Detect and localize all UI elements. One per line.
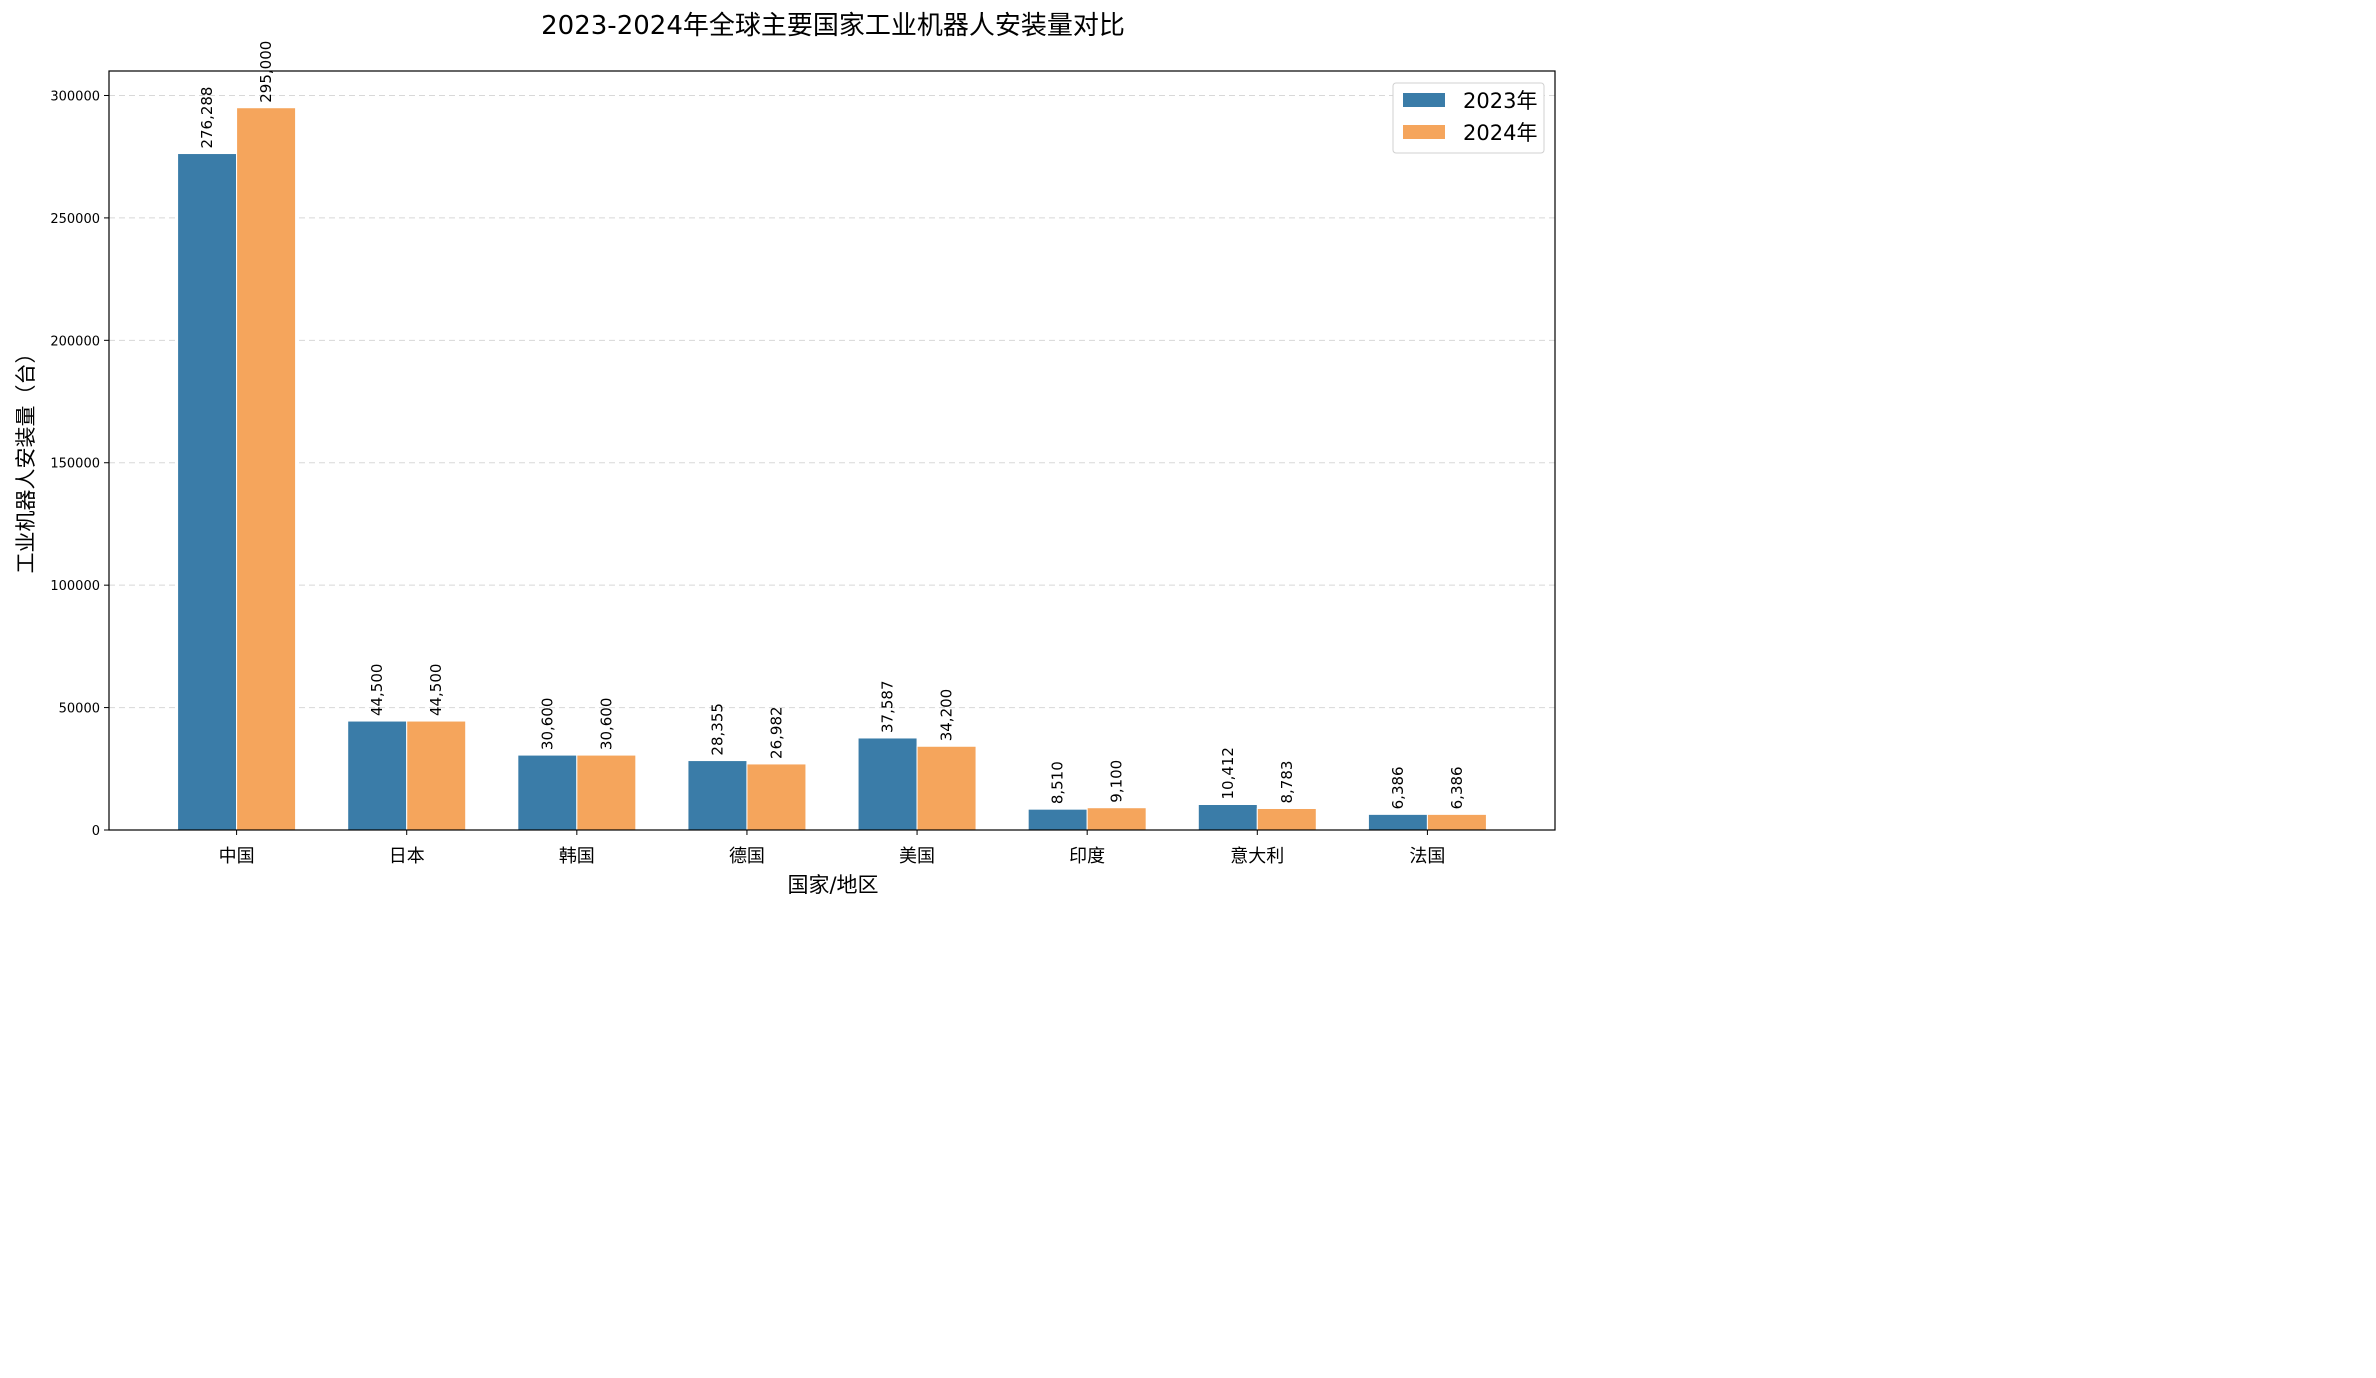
bar [406,720,467,831]
bar-value-label: 30,600 [597,698,615,751]
bar [746,763,807,831]
bar-value-label: 6,386 [1389,766,1407,809]
bar [236,107,297,831]
x-tick-label: 韩国 [559,846,595,867]
y-tick-label: 50000 [59,702,100,717]
x-tick-label: 美国 [899,846,935,867]
x-tick-label: 中国 [219,846,255,867]
y-tick-label: 150000 [50,457,100,472]
bar [177,153,238,831]
bar-value-label: 8,510 [1049,761,1067,804]
bar-value-label: 10,412 [1219,747,1237,800]
bar-value-label: 44,500 [427,664,445,717]
bar [1256,807,1317,831]
x-axis-label: 国家/地区 [787,873,878,897]
plot-frame [108,70,1556,831]
bar [916,745,977,831]
bar-value-label: 28,355 [708,703,726,756]
chart-title: 2023-2024年全球主要国家工业机器人安装量对比 [541,11,1125,41]
bar [347,720,408,831]
bar [1086,807,1147,831]
legend-swatch-2023 [1403,93,1445,107]
bar [687,760,748,831]
bar-value-label: 37,587 [879,680,897,733]
bar [576,754,637,831]
bar-chart-svg: 2023-2024年全球主要国家工业机器人安装量对比 国家/地区 工业机器人安装… [14,11,1556,897]
legend-label-2023: 2023年 [1463,89,1537,113]
x-tick-label: 意大利 [1230,846,1284,867]
bar-value-label: 44,500 [368,664,386,717]
bar [1367,813,1428,831]
legend-swatch-2024 [1403,125,1445,139]
x-tick-label: 德国 [729,846,765,867]
x-tick-label: 日本 [389,846,425,867]
bar [1426,813,1487,831]
bar [857,737,918,831]
y-tick-label: 0 [92,824,100,839]
bar-value-label: 26,982 [767,706,785,759]
bar-value-label: 9,100 [1108,760,1126,803]
legend-label-2024: 2024年 [1463,121,1537,145]
x-tick-label: 印度 [1069,846,1105,867]
bar-value-label: 30,600 [538,698,556,751]
bar-value-label: 276,288 [198,87,216,149]
legend: 2023年 2024年 [1392,82,1545,154]
y-tick-label: 300000 [50,89,100,104]
bar [1197,804,1258,831]
bar-value-label: 8,783 [1278,761,1296,804]
y-tick-label: 100000 [50,579,100,594]
x-ticks: 中国 日本 韩国 德国 美国 印度 意大利 法国 [219,830,1445,867]
x-tick-label: 法国 [1409,846,1445,867]
gridlines [109,94,1555,709]
bar-value-label: 295,000 [257,41,275,103]
bar [1027,808,1088,831]
y-tick-label: 200000 [50,334,100,349]
bar-value-label: 34,200 [938,689,956,742]
bar [517,754,578,831]
bar-value-labels: 276,288 295,000 44,500 44,500 30,600 30,600 28… [198,41,1466,810]
bars [177,107,1487,831]
y-axis-label: 工业机器人安装量（台） [14,343,38,574]
bar-value-label: 6,386 [1448,766,1466,809]
y-tick-label: 250000 [50,212,100,227]
axes [108,70,1556,831]
chart: 2023-2024年全球主要国家工业机器人安装量对比 国家/地区 工业机器人安装… [0,0,1566,910]
y-ticks: 0 50000 100000 150000 200000 250000 300000 [50,89,109,839]
